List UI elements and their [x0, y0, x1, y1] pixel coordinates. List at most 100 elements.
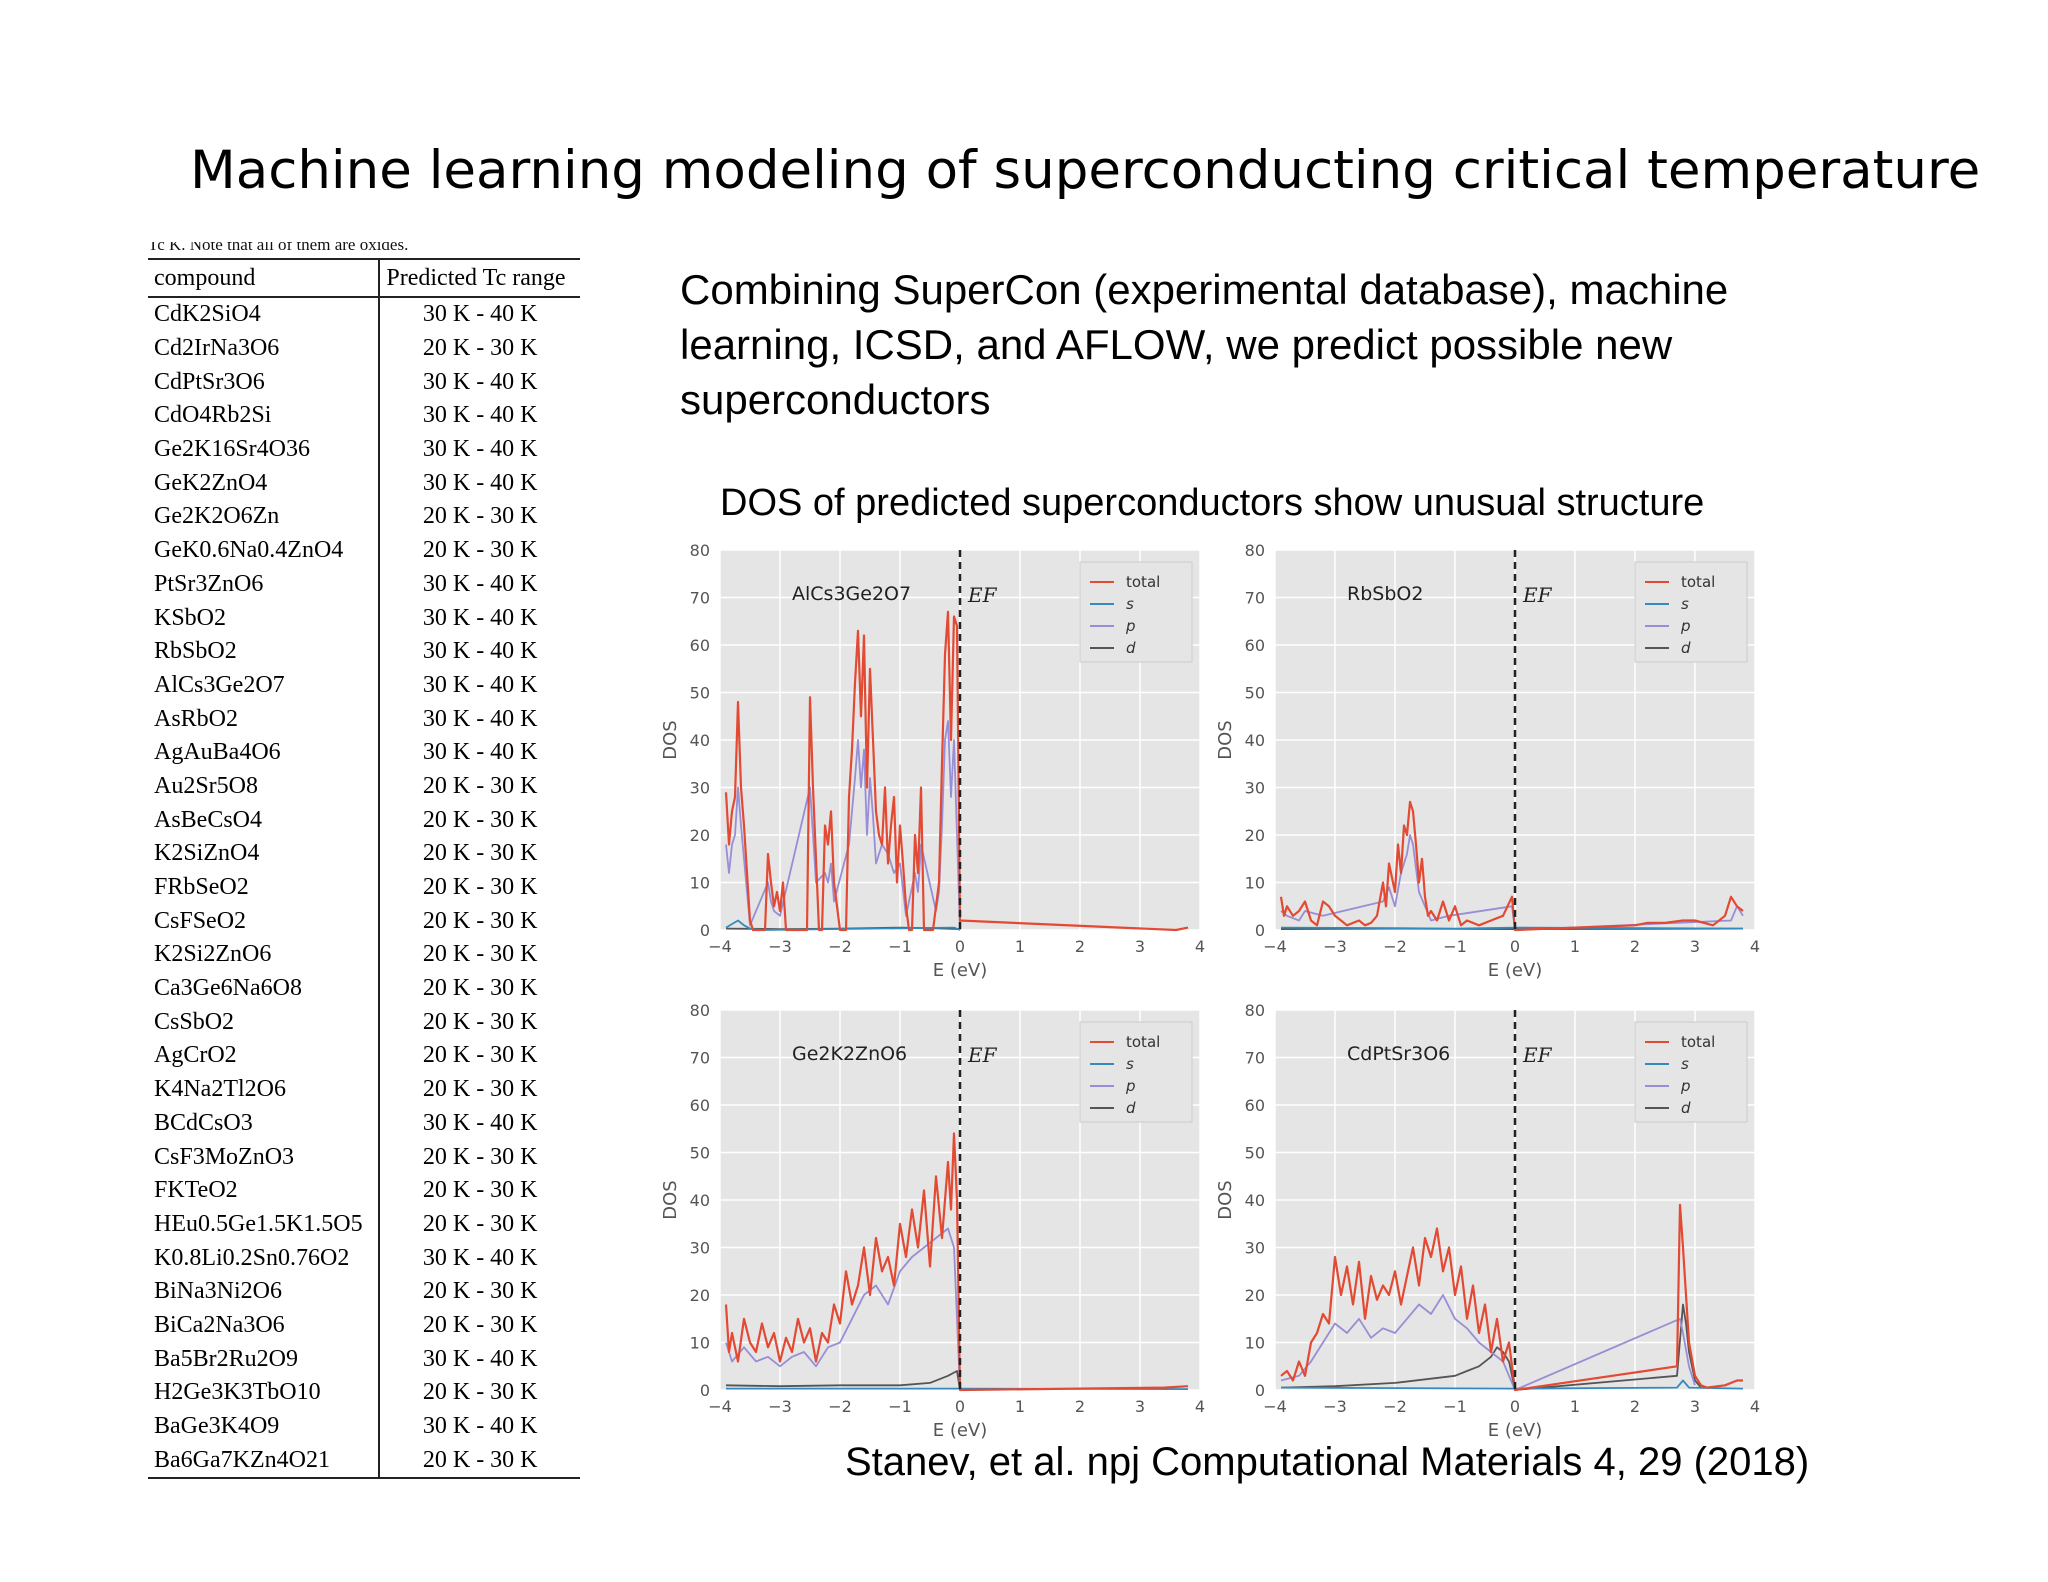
- x-axis-label: E (eV): [1488, 1420, 1543, 1441]
- y-axis-label: DOS: [660, 1180, 681, 1219]
- y-tick-label: 10: [1245, 1334, 1265, 1353]
- compound-cell: AsRbO2: [154, 705, 239, 732]
- compound-cell: K0.8Li0.2Sn0.76O2: [154, 1244, 350, 1271]
- legend-entry-s: s: [1126, 1055, 1134, 1073]
- y-tick-label: 10: [690, 874, 710, 893]
- x-tick-label: 4: [1750, 937, 1760, 956]
- legend-entry-s: s: [1681, 595, 1689, 613]
- tc-range-cell: 20 K - 30 K: [378, 803, 580, 837]
- compound-cell: AsBeCsO4: [154, 806, 263, 833]
- fermi-level-label: EF: [1522, 1043, 1553, 1067]
- table-row: Ba6Ga7KZn4O21 20 K - 30 K: [148, 1443, 580, 1480]
- x-tick-label: −2: [828, 937, 852, 956]
- y-tick-label: 30: [690, 1239, 710, 1258]
- x-tick-label: 3: [1135, 1397, 1145, 1416]
- tc-range-cell: 20 K - 30 K: [378, 938, 580, 972]
- tc-range-cell: 30 K - 40 K: [378, 466, 580, 501]
- legend-entry-d: d: [1126, 639, 1136, 657]
- tc-range-cell: 20 K - 30 K: [378, 1376, 580, 1410]
- tc-prediction-table: Tc K. Note that all of them are oxides. …: [148, 242, 580, 1480]
- table-row: GeK0.6Na0.4ZnO4 20 K - 30 K: [148, 533, 580, 568]
- tc-range-cell: 20 K - 30 K: [378, 769, 580, 804]
- series-line-p: [1280, 1294, 1696, 1391]
- compound-cell: CsSbO2: [154, 1008, 235, 1035]
- y-tick-label: 10: [690, 1334, 710, 1353]
- compound-cell: RbSbO2: [154, 638, 237, 665]
- table-body: CdK2SiO4 30 K - 40 K Cd2IrNa3O6 20 K - 30 K…: [148, 297, 580, 1480]
- legend-entry-p: p: [1125, 1077, 1136, 1095]
- series-line-d: [1280, 1303, 1702, 1391]
- y-tick-label: 20: [1245, 826, 1265, 845]
- compound-cell: Ge2K2O6Zn: [154, 503, 280, 530]
- table-caption: Tc K. Note that all of them are oxides.: [148, 242, 409, 254]
- compound-cell: K2Si2ZnO6: [154, 941, 272, 968]
- x-tick-label: 4: [1195, 937, 1205, 956]
- table-row: GeK2ZnO4 30 K - 40 K: [148, 466, 580, 501]
- compound-cell: BiCa2Na3O6: [154, 1311, 285, 1338]
- tc-range-cell: 20 K - 30 K: [378, 1039, 580, 1073]
- x-tick-label: 2: [1630, 937, 1640, 956]
- legend-entry-p: p: [1680, 1077, 1691, 1095]
- x-tick-label: 3: [1690, 937, 1700, 956]
- x-tick-label: −3: [1323, 1397, 1347, 1416]
- series-line-total: [724, 610, 1189, 932]
- tc-range-cell: 30 K - 40 K: [378, 735, 580, 770]
- series-line-d: [725, 1370, 961, 1391]
- table-row: Ge2K2O6Zn 20 K - 30 K: [148, 500, 580, 534]
- y-tick-label: 50: [1245, 1144, 1265, 1163]
- table-row: BiNa3Ni2O6 20 K - 30 K: [148, 1274, 580, 1309]
- compound-cell: FRbSeO2: [154, 874, 249, 901]
- x-tick-label: 1: [1570, 1397, 1580, 1416]
- y-tick-label: 30: [690, 779, 710, 798]
- table-header-row: compound Predicted Tc range: [148, 258, 580, 298]
- y-tick-label: 70: [690, 589, 710, 608]
- table-row: CdK2SiO4 30 K - 40 K: [148, 297, 580, 332]
- series-line-total: [724, 1132, 1189, 1392]
- compound-cell: CdPtSr3O6: [154, 368, 265, 395]
- x-tick-label: −3: [1323, 937, 1347, 956]
- tc-range-cell: 30 K - 40 K: [378, 297, 580, 332]
- y-tick-label: 70: [1245, 1049, 1265, 1068]
- tc-range-cell: 20 K - 30 K: [378, 837, 580, 871]
- x-tick-label: 3: [1690, 1397, 1700, 1416]
- tc-range-cell: 20 K - 30 K: [378, 1274, 580, 1309]
- fermi-level-label: EF: [967, 1043, 998, 1067]
- compound-cell: BCdCsO3: [154, 1109, 253, 1136]
- y-tick-label: 50: [690, 684, 710, 703]
- y-tick-label: 30: [1245, 779, 1265, 798]
- tc-range-cell: 30 K - 40 K: [378, 668, 580, 703]
- x-tick-label: −1: [888, 937, 912, 956]
- tc-range-cell: 30 K - 40 K: [378, 365, 580, 400]
- compound-cell: Ba5Br2Ru2O9: [154, 1345, 298, 1372]
- citation: Stanev, et al. npj Computational Materia…: [845, 1440, 1810, 1484]
- x-tick-label: 0: [1510, 937, 1520, 956]
- tc-range-cell: 20 K - 30 K: [378, 331, 580, 366]
- table-row: Ge2K16Sr4O36 30 K - 40 K: [148, 432, 580, 467]
- compound-label: AlCs3Ge2O7: [792, 583, 911, 605]
- y-tick-label: 70: [690, 1049, 710, 1068]
- y-tick-label: 20: [690, 826, 710, 845]
- y-tick-label: 70: [1245, 589, 1265, 608]
- series-line-s: [725, 919, 961, 931]
- x-tick-label: 0: [1510, 1397, 1520, 1416]
- compound-cell: Au2Sr5O8: [154, 772, 259, 799]
- x-tick-label: 3: [1135, 937, 1145, 956]
- x-tick-label: 1: [1015, 1397, 1025, 1416]
- y-tick-label: 80: [690, 541, 710, 560]
- tc-range-cell: 30 K - 40 K: [378, 1106, 580, 1141]
- header-compound: compound: [148, 258, 380, 298]
- y-tick-label: 60: [1245, 636, 1265, 655]
- x-tick-label: 2: [1075, 937, 1085, 956]
- y-tick-label: 20: [1245, 1286, 1265, 1305]
- legend-entry-total: total: [1126, 1033, 1160, 1051]
- x-tick-label: 4: [1195, 1397, 1205, 1416]
- tc-range-cell: 30 K - 40 K: [378, 399, 580, 433]
- table-row: BiCa2Na3O6 20 K - 30 K: [148, 1308, 580, 1343]
- x-tick-label: −3: [768, 937, 792, 956]
- tc-range-cell: 30 K - 40 K: [378, 702, 580, 736]
- tc-range-cell: 20 K - 30 K: [378, 1443, 580, 1480]
- legend-entry-total: total: [1126, 573, 1160, 591]
- x-axis-label: E (eV): [933, 1420, 988, 1441]
- legend-entry-total: total: [1681, 573, 1715, 591]
- legend-box: [1634, 561, 1748, 663]
